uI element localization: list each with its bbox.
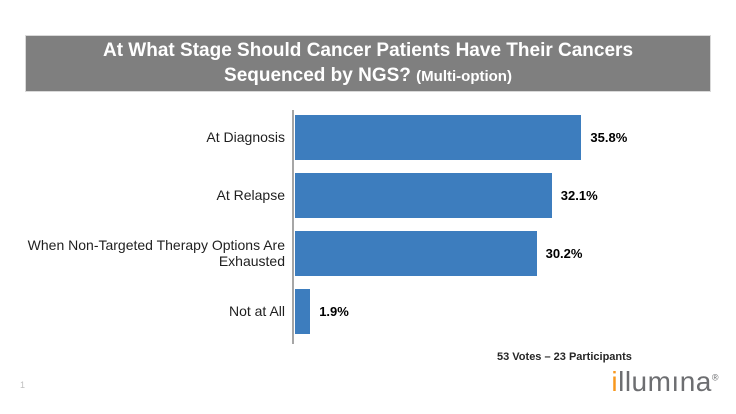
chart-axis-line bbox=[292, 110, 294, 344]
category-label: When Non-Targeted Therapy Options Are Ex… bbox=[27, 237, 285, 269]
bar-value-label: 32.1% bbox=[560, 187, 598, 203]
category-label: Not at All bbox=[228, 303, 285, 319]
category-label: At Relapse bbox=[216, 187, 285, 203]
category-label: At Diagnosis bbox=[206, 129, 285, 145]
slide-title-note: (Multi-option) bbox=[416, 68, 512, 85]
bar bbox=[295, 114, 582, 160]
bar-row: Not at All 1.9% bbox=[0, 282, 720, 340]
logo-rest: llumına bbox=[618, 366, 712, 397]
bar-row: When Non-Targeted Therapy Options Are Ex… bbox=[0, 224, 720, 282]
bar bbox=[295, 288, 311, 334]
logo-letter-i: i bbox=[611, 366, 619, 397]
page-number: 1 bbox=[20, 380, 26, 390]
slide-title-line1: At What Stage Should Cancer Patients Hav… bbox=[102, 40, 634, 61]
bar-chart: At Diagnosis 35.8% At Relapse 32.1% When Non… bbox=[0, 108, 720, 340]
bar-row: At Relapse 32.1% bbox=[0, 166, 720, 224]
bar-row: At Diagnosis 35.8% bbox=[0, 108, 720, 166]
slide-title-line2: Sequenced by NGS? (Multi-option) bbox=[26, 63, 710, 89]
bar bbox=[295, 172, 552, 218]
slide-title-line2-main: Sequenced by NGS? bbox=[224, 65, 411, 86]
bar-value-label: 1.9% bbox=[319, 303, 349, 319]
bar-value-label: 35.8% bbox=[590, 129, 628, 145]
bar-value-label: 30.2% bbox=[545, 245, 583, 261]
registered-mark: ® bbox=[711, 372, 719, 383]
title-banner: At What Stage Should Cancer Patients Hav… bbox=[25, 35, 711, 92]
illumina-logo: illumına® bbox=[611, 366, 719, 398]
bar bbox=[295, 230, 537, 276]
votes-caption: 53 Votes – 23 Participants bbox=[497, 351, 632, 363]
